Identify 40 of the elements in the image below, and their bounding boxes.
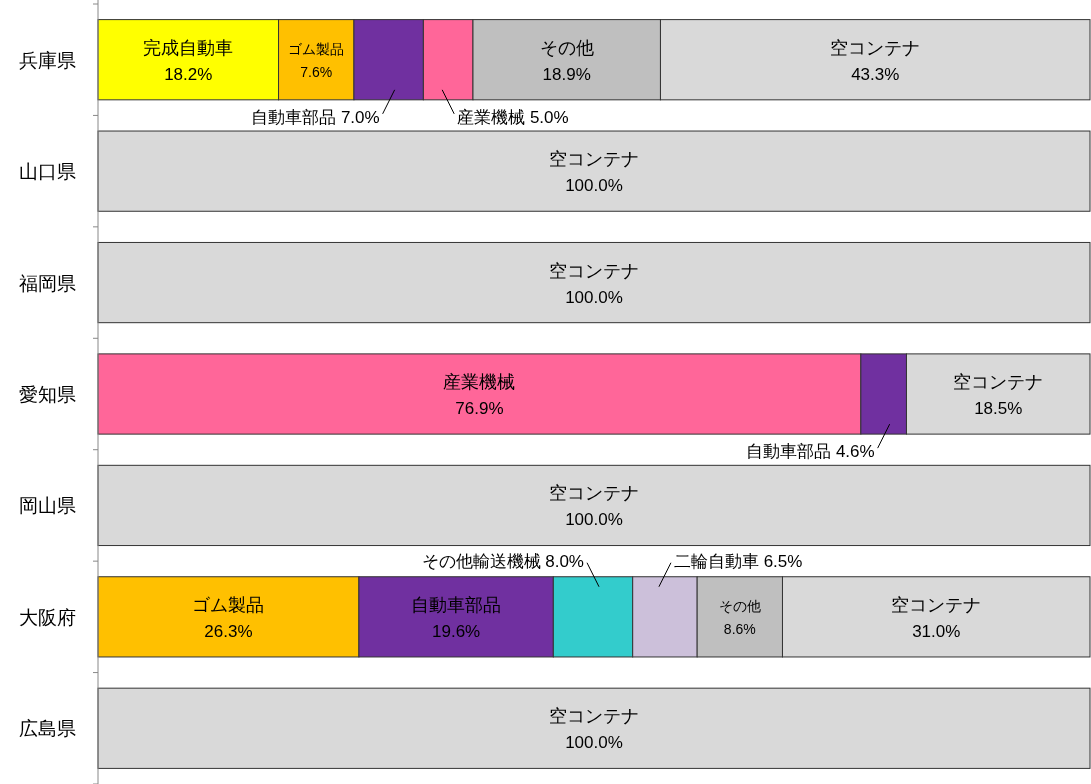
label: 自動車部品 4.6% — [746, 442, 875, 462]
label: 100.0% — [565, 176, 623, 196]
label: ゴム製品 — [288, 40, 345, 57]
tick-label: 兵庫県 — [19, 49, 76, 71]
label: 43.3% — [851, 64, 900, 84]
tick-label: 愛知県 — [19, 384, 76, 405]
label: その他 — [718, 597, 761, 614]
label: 18.2% — [164, 64, 213, 84]
label: 産業機械 5.0% — [457, 107, 569, 127]
label: 100.0% — [565, 510, 623, 530]
label: 二輪自動車 6.5% — [673, 551, 803, 571]
label: 自動車部品 7.0% — [251, 107, 380, 127]
label: 18.9% — [542, 64, 591, 84]
label: 空コンテナ — [953, 372, 1044, 392]
label: 空コンテナ — [830, 37, 921, 58]
tick-label: 岡山県 — [19, 495, 76, 517]
label: 産業機械 — [443, 372, 516, 392]
label: 空コンテナ — [549, 149, 639, 170]
label: その他 — [539, 37, 594, 58]
label: 自動車部品 — [411, 594, 502, 615]
label: 100.0% — [565, 733, 623, 753]
label: 空コンテナ — [549, 260, 639, 281]
label: 空コンテナ — [549, 483, 639, 504]
label: 8.6% — [723, 620, 756, 637]
label: 19.6% — [432, 621, 481, 641]
label: 完成自動車 — [143, 37, 234, 58]
label: 7.6% — [300, 63, 333, 80]
label: 空コンテナ — [549, 706, 639, 727]
label: 18.5% — [974, 399, 1023, 418]
label: 26.3% — [204, 621, 253, 641]
label: ゴム製品 — [192, 594, 265, 615]
tick-label: 福岡県 — [19, 272, 76, 294]
tick-label: 広島県 — [19, 718, 76, 740]
tick-label: 山口県 — [19, 161, 76, 183]
label: 空コンテナ — [891, 594, 982, 615]
label: その他輸送機械 8.0% — [421, 551, 584, 571]
label: 100.0% — [565, 287, 623, 307]
label: 76.9% — [455, 399, 504, 418]
label: 31.0% — [912, 621, 961, 641]
tick-label: 大阪府 — [19, 606, 76, 628]
